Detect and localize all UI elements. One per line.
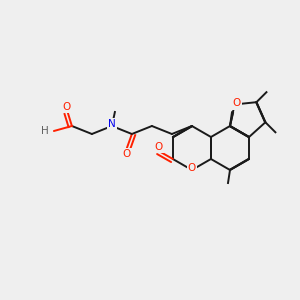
Text: O: O xyxy=(123,149,131,159)
Text: O: O xyxy=(63,102,71,112)
Text: N: N xyxy=(108,119,116,129)
Text: O: O xyxy=(188,163,196,173)
Text: H: H xyxy=(41,126,49,136)
Text: O: O xyxy=(155,142,163,152)
Text: O: O xyxy=(232,98,241,109)
